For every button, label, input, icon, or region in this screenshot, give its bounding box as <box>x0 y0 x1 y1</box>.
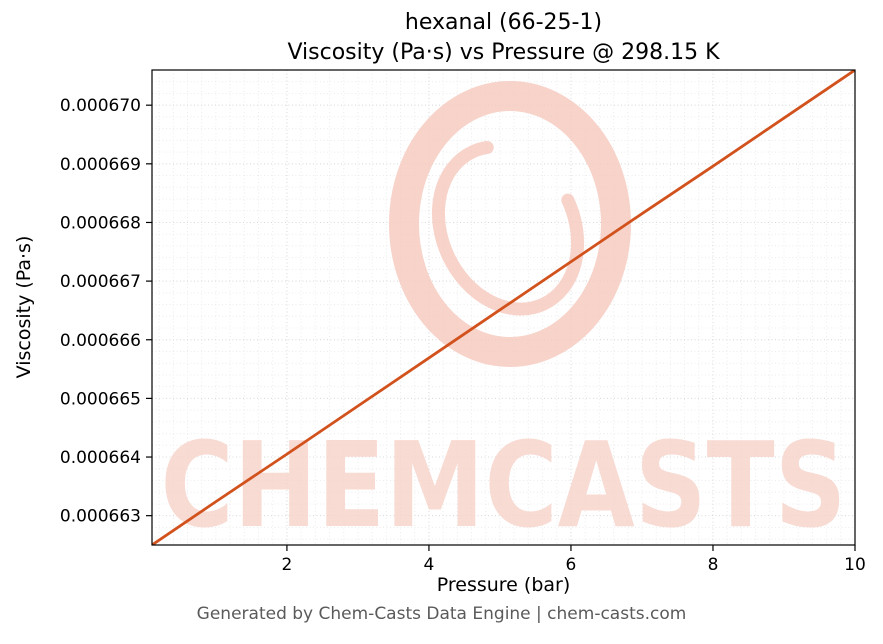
watermark-text: CHEMCASTS <box>161 416 847 554</box>
data-series-line <box>152 70 855 545</box>
x-tick-label: 2 <box>282 555 293 575</box>
major-grid <box>152 70 855 545</box>
y-axis-label: Viscosity (Pa·s) <box>13 235 35 379</box>
watermark-logo-inner-ring <box>431 140 585 316</box>
y-tick-label: 0.000668 <box>60 213 141 233</box>
y-tick-label: 0.000669 <box>60 155 141 175</box>
axis-ticks: 2 4 6 8 10 0.000663 0.000664 0.000665 0.000666 0.… <box>60 96 866 575</box>
x-tick-label: 4 <box>424 555 435 575</box>
x-axis-label: Pressure (bar) <box>436 574 571 596</box>
y-tick-label: 0.000663 <box>60 507 141 527</box>
x-tick-label: 6 <box>566 555 577 575</box>
y-tick-label: 0.000670 <box>60 96 141 116</box>
footer-text: Generated by Chem-Casts Data Engine | ch… <box>196 604 687 624</box>
watermark: CHEMCASTS <box>161 81 847 554</box>
chart-titles: hexanal (66-25-1) Viscosity (Pa·s) vs Pr… <box>152 8 855 68</box>
x-tick-label: 10 <box>844 555 866 575</box>
chart-title: hexanal (66-25-1) <box>404 10 603 35</box>
watermark-logo-outer-ring <box>389 81 631 367</box>
plot-spines <box>151 69 856 546</box>
y-tick-label: 0.000664 <box>60 448 141 468</box>
chart-subtitle: Viscosity (Pa·s) vs Pressure @ 298.15 K <box>287 40 720 65</box>
y-tick-label: 0.000666 <box>60 331 141 351</box>
x-tick-label: 8 <box>708 555 719 575</box>
y-tick-label: 0.000667 <box>60 272 141 292</box>
y-tick-label: 0.000665 <box>60 389 141 409</box>
minor-grid <box>152 70 855 545</box>
